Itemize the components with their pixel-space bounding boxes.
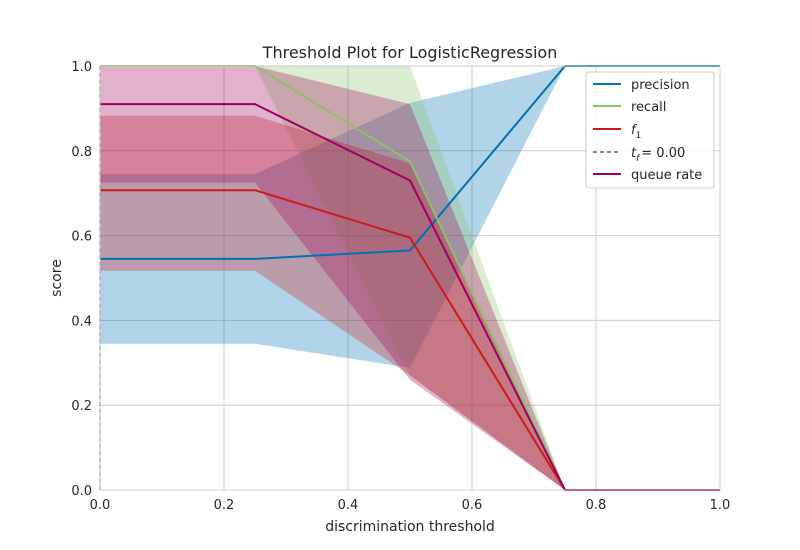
- legend-threshold-value: = 0.00: [641, 146, 685, 161]
- x-tick-label: 1.0: [710, 498, 731, 513]
- x-axis-label: discrimination threshold: [325, 519, 495, 535]
- x-tick-label: 0.0: [90, 498, 111, 513]
- y-tick-label: 0.8: [71, 145, 92, 160]
- confidence-bands: [100, 66, 720, 491]
- plot-frame: [99, 65, 721, 491]
- band-recall: [100, 66, 720, 490]
- y-tick-label: 0.6: [71, 230, 92, 245]
- band-f1: [100, 115, 720, 491]
- x-tick-label: 0.8: [586, 498, 607, 513]
- x-tick-label: 0.2: [214, 498, 235, 513]
- legend-f1-symbol: f: [631, 123, 638, 138]
- legend: precision recall f1 tf = 0.00 queue rate: [585, 71, 715, 189]
- legend-box: [585, 71, 715, 189]
- legend-label-threshold: tf = 0.00: [631, 146, 685, 164]
- x-tick-label: 0.6: [462, 498, 483, 513]
- legend-label-f1: f1: [631, 123, 641, 141]
- y-tick-label: 0.2: [71, 399, 92, 414]
- band-precision: [100, 66, 720, 368]
- y-tick-label: 0.4: [71, 314, 92, 329]
- y-tick-label: 0.0: [71, 484, 92, 499]
- tick-labels: 0.0 0.2 0.4 0.6 0.8 1.0 0.0 0.2 0.4 0.6 0.8 1.0: [71, 60, 730, 513]
- legend-label-precision: precision: [631, 78, 690, 93]
- x-tick-label: 0.4: [338, 498, 359, 513]
- legend-threshold-subscript: f: [636, 154, 641, 164]
- legend-threshold-t: t: [631, 146, 637, 161]
- legend-label-recall: recall: [631, 100, 666, 115]
- chart-title: Threshold Plot for LogisticRegression: [262, 43, 558, 62]
- legend-f1-subscript: 1: [636, 131, 642, 141]
- legend-label-queue-rate: queue rate: [631, 168, 702, 183]
- y-tick-label: 1.0: [71, 60, 92, 75]
- band-queue-rate: [100, 66, 720, 490]
- y-axis-label: score: [49, 259, 65, 297]
